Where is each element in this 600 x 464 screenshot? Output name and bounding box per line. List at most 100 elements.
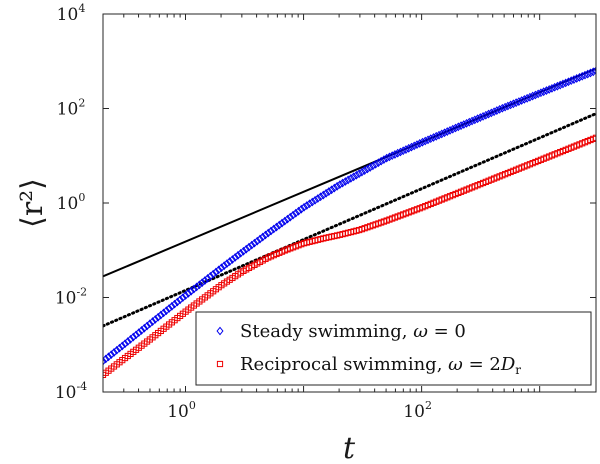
- data-point: [416, 139, 424, 148]
- data-point: [286, 212, 294, 222]
- data-point: [242, 244, 250, 254]
- data-point: [182, 291, 190, 300]
- data-point: [493, 106, 501, 115]
- data-point: [253, 236, 261, 246]
- legend-marker-steady: [216, 326, 224, 336]
- data-point: [239, 246, 247, 256]
- data-point: [107, 350, 115, 360]
- data-point: [187, 286, 195, 296]
- data-point: [490, 107, 498, 117]
- data-point: [237, 248, 245, 258]
- reference-line-dotted: [103, 112, 596, 328]
- data-point: [284, 214, 292, 224]
- legend-entry-reciprocal: Reciprocal swimming, ω = 2Dr: [240, 354, 521, 377]
- data-point: [388, 151, 396, 161]
- data-point: [564, 77, 572, 87]
- data-point: [427, 134, 435, 144]
- data-point: [303, 201, 311, 210]
- data-point: [124, 337, 132, 346]
- data-point: [223, 259, 231, 269]
- data-point: [418, 137, 427, 147]
- data-point: [248, 240, 256, 250]
- series-square: [103, 134, 596, 379]
- data-point: [446, 125, 454, 135]
- data-point: [592, 134, 596, 141]
- data-point: [476, 113, 484, 122]
- data-point: [103, 354, 110, 364]
- data-point: [479, 111, 487, 121]
- data-point: [501, 102, 509, 112]
- data-point: [440, 128, 449, 138]
- data-point: [195, 280, 203, 290]
- data-point: [306, 199, 314, 209]
- data-point: [410, 141, 418, 151]
- data-point: [358, 167, 366, 177]
- data-point: [135, 328, 143, 338]
- data-point: [308, 197, 316, 207]
- data-point: [542, 86, 550, 95]
- data-point: [113, 345, 121, 355]
- axis-ticks: 10-4 10-2 100 102 104 100 102: [55, 2, 596, 422]
- legend: Steady swimming, ω = 0 Reciprocal swimmi…: [195, 311, 592, 386]
- data-point: [438, 129, 446, 139]
- data-point: [297, 204, 305, 214]
- data-point: [471, 115, 479, 125]
- data-point: [570, 75, 578, 84]
- data-point: [496, 105, 504, 114]
- data-point: [328, 185, 336, 195]
- data-point: [372, 159, 380, 169]
- data-point: [206, 271, 214, 281]
- data-point: [275, 220, 283, 230]
- data-point: [385, 152, 393, 162]
- data-point: [204, 274, 212, 283]
- data-point: [330, 183, 338, 193]
- data-point: [482, 110, 490, 120]
- data-point: [289, 210, 297, 220]
- data-point: [567, 76, 575, 86]
- y-tick-label: 10-4: [55, 380, 87, 403]
- data-point: [162, 306, 170, 316]
- data-point: [154, 312, 162, 322]
- series-diamond: [103, 66, 596, 366]
- data-point: [515, 97, 523, 106]
- data-point: [452, 123, 460, 133]
- data-point: [589, 67, 596, 77]
- data-point: [498, 103, 506, 113]
- data-point: [319, 190, 327, 200]
- data-point: [317, 192, 325, 202]
- data-point: [143, 321, 151, 331]
- data-point: [198, 278, 206, 288]
- y-tick-label: 10-2: [55, 286, 87, 309]
- data-point: [300, 202, 308, 212]
- data-point: [540, 87, 548, 97]
- data-point: [553, 81, 561, 91]
- data-point: [344, 175, 352, 185]
- data-point: [245, 242, 253, 252]
- data-point: [212, 267, 220, 277]
- data-point: [341, 177, 349, 186]
- data-point: [171, 299, 179, 309]
- data-point: [129, 332, 137, 342]
- data-point: [361, 166, 369, 175]
- data-point: [350, 172, 358, 182]
- data-point: [556, 80, 564, 90]
- data-point: [520, 94, 528, 104]
- data-point: [278, 218, 286, 228]
- data-point: [201, 276, 209, 285]
- data-point: [526, 92, 534, 102]
- data-point: [322, 188, 330, 198]
- data-point: [292, 208, 300, 218]
- data-point: [217, 263, 225, 273]
- data-point: [457, 121, 465, 131]
- data-point: [220, 261, 228, 271]
- data-point: [339, 178, 347, 188]
- data-point: [234, 250, 242, 260]
- data-point: [272, 222, 281, 232]
- y-tick-label: 100: [57, 191, 86, 214]
- data-point: [559, 79, 567, 89]
- data-point: [267, 226, 275, 236]
- data-point: [363, 164, 371, 174]
- reference-lines: [103, 67, 596, 328]
- data-point: [407, 142, 415, 152]
